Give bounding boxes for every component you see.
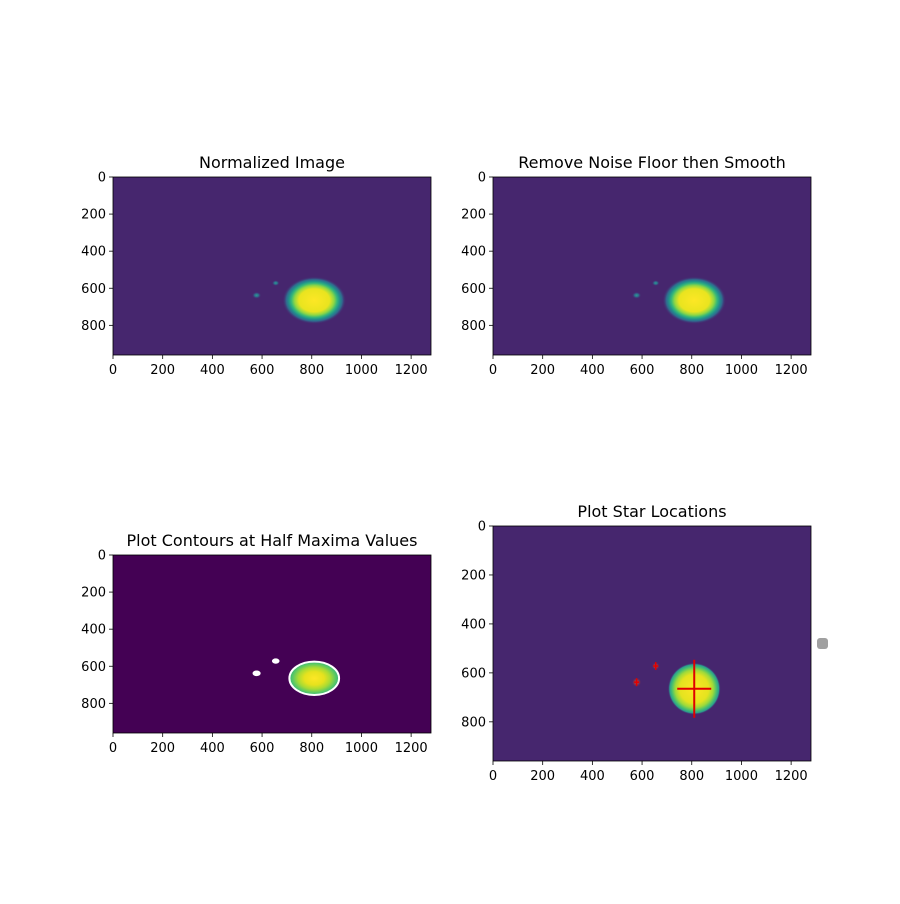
scroll-handle[interactable] <box>817 638 828 649</box>
half-max-contour-1 <box>288 660 341 696</box>
y-tick-label: 400 <box>461 617 486 632</box>
y-tick-label: 600 <box>81 282 106 297</box>
axes-frame <box>112 554 432 734</box>
x-tick-label: 800 <box>679 769 704 784</box>
subplot-title: Remove Noise Floor then Smooth <box>518 153 786 172</box>
x-tick-label: 200 <box>150 741 175 756</box>
subplot-3: 0 200 400 600 800 1000 1200 0 200 400 600 800 Plot C… <box>81 531 432 756</box>
x-tick-label: 1200 <box>775 769 808 784</box>
y-tick-label: 0 <box>478 171 486 186</box>
x-tick-label: 1000 <box>725 363 758 378</box>
x-tick-label: 1000 <box>345 741 378 756</box>
x-tick-label: 800 <box>299 741 324 756</box>
y-tick-label: 0 <box>98 549 106 564</box>
x-tick-label: 1000 <box>345 363 378 378</box>
half-max-contour-2 <box>252 670 261 677</box>
image-background <box>493 526 811 761</box>
y-tick-label: 200 <box>81 208 106 223</box>
half-max-contour-3 <box>271 658 280 664</box>
y-tick-label: 400 <box>461 245 486 260</box>
x-tick-label: 0 <box>109 741 117 756</box>
y-tick-label: 200 <box>461 568 486 583</box>
x-tick-label: 1200 <box>775 363 808 378</box>
x-tick-label: 400 <box>580 769 605 784</box>
x-tick-label: 400 <box>200 363 225 378</box>
x-tick-label: 0 <box>489 769 497 784</box>
y-tick-label: 800 <box>81 319 106 334</box>
x-tick-label: 600 <box>250 741 275 756</box>
subplot-title: Plot Contours at Half Maxima Values <box>127 531 418 550</box>
y-tick-label: 400 <box>81 245 106 260</box>
y-tick-label: 600 <box>461 282 486 297</box>
x-tick-label: 200 <box>530 363 555 378</box>
image-background <box>113 177 431 355</box>
x-tick-label: 0 <box>489 363 497 378</box>
star-blob-2 <box>251 291 262 299</box>
star-blob-1 <box>662 276 727 325</box>
subplot-4: 0 200 400 600 800 1000 1200 0 200 400 600 800 Plot S… <box>461 502 812 784</box>
x-tick-label: 800 <box>679 363 704 378</box>
image-area <box>493 526 811 761</box>
image-area <box>113 177 431 355</box>
x-tick-label: 0 <box>109 363 117 378</box>
x-tick-label: 600 <box>630 769 655 784</box>
star-blob-3 <box>651 280 660 287</box>
star-blob-1 <box>282 276 347 325</box>
x-tick-label: 200 <box>150 363 175 378</box>
image-background <box>493 177 811 355</box>
y-tick-label: 600 <box>461 666 486 681</box>
y-tick-label: 800 <box>461 715 486 730</box>
y-tick-label: 0 <box>98 171 106 186</box>
x-tick-label: 600 <box>250 363 275 378</box>
image-area <box>493 177 811 355</box>
x-tick-label: 400 <box>200 741 225 756</box>
y-tick-label: 600 <box>81 660 106 675</box>
axes-frame <box>492 525 812 762</box>
axes-frame <box>492 176 812 356</box>
y-tick-label: 800 <box>461 319 486 334</box>
y-tick-label: 0 <box>478 520 486 535</box>
x-tick-label: 600 <box>630 363 655 378</box>
subplot-title: Plot Star Locations <box>577 502 726 521</box>
x-tick-label: 1200 <box>395 363 428 378</box>
subplot-2: 0 200 400 600 800 1000 1200 0 200 400 600 800 Remove… <box>461 153 812 378</box>
subplot-title: Normalized Image <box>199 153 345 172</box>
x-tick-label: 400 <box>580 363 605 378</box>
x-tick-label: 1000 <box>725 769 758 784</box>
y-tick-label: 800 <box>81 697 106 712</box>
star-blob-2 <box>631 291 642 299</box>
star-blob-3 <box>271 280 280 287</box>
axes-frame <box>112 176 432 356</box>
x-tick-label: 800 <box>299 363 324 378</box>
subplot-1: 0 200 400 600 800 1000 1200 0 200 400 600 800 Normal… <box>81 153 432 378</box>
y-tick-label: 200 <box>81 586 106 601</box>
x-tick-label: 1200 <box>395 741 428 756</box>
image-background <box>113 555 431 733</box>
image-area <box>113 555 431 733</box>
y-tick-label: 400 <box>81 623 106 638</box>
x-tick-label: 200 <box>530 769 555 784</box>
y-tick-label: 200 <box>461 208 486 223</box>
